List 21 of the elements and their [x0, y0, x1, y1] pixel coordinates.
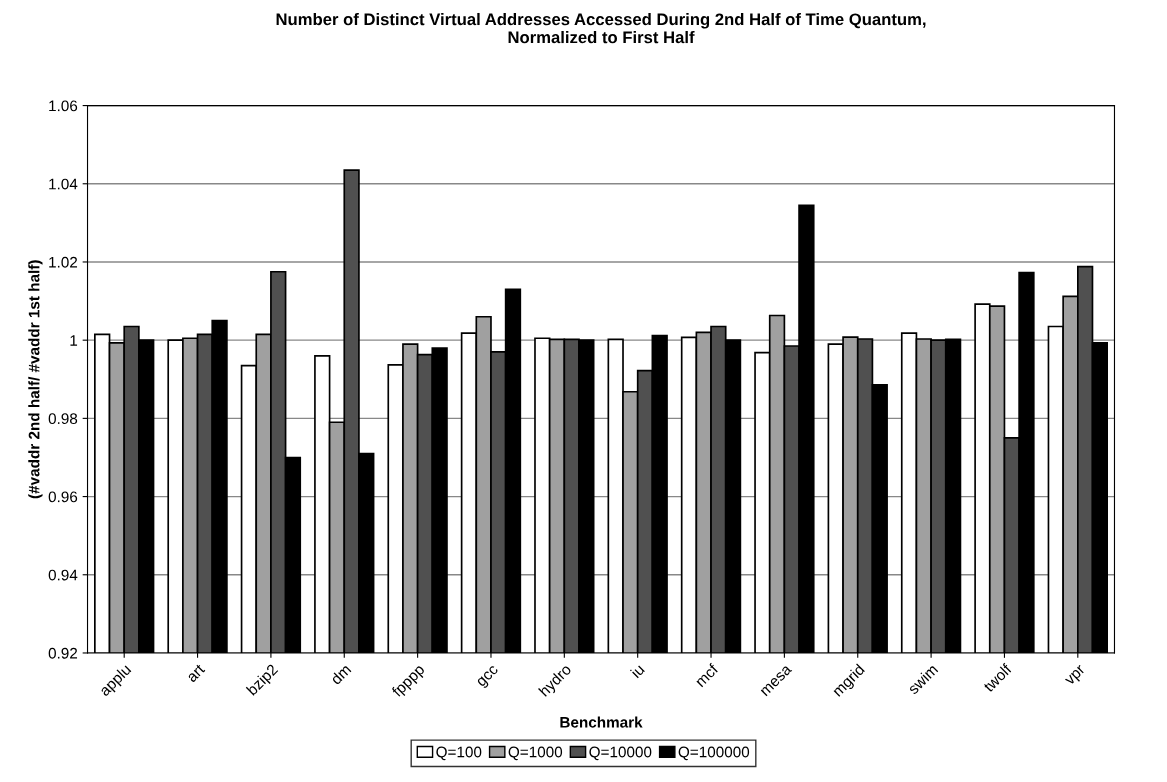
legend-label: Q=100000	[678, 746, 750, 761]
y-tick-label: 1.02	[49, 256, 78, 268]
x-tick-label: iu	[630, 663, 645, 679]
y-tick-label: 1.04	[49, 178, 78, 190]
x-tick-label: art	[186, 663, 206, 683]
x-tick-label: gcc	[476, 664, 501, 690]
chart-title: Number of Distinct Virtual Addresses Accessed During 2nd Half of Time Quantum, Normalized to First Half	[276, 12, 926, 44]
x-tick-label: mcf	[694, 662, 719, 688]
y-axis-title: (#vaddr 2nd half/ #vaddr 1st half)	[28, 260, 43, 499]
y-tick-label: 0.96	[48, 491, 78, 503]
y-tick-label: 1.06	[49, 100, 78, 112]
x-axis-title: Benchmark	[560, 716, 643, 728]
y-tick-label: 1	[70, 335, 78, 346]
legend-label: Q=100	[436, 746, 482, 761]
y-tick-label: 0.92	[48, 647, 78, 659]
x-tick-label: dm	[329, 663, 352, 686]
y-tick-label: 0.98	[48, 413, 78, 425]
legend-label: Q=1000	[508, 746, 563, 761]
x-tick-label: vpr	[1064, 664, 1088, 688]
y-tick-label: 0.94	[48, 569, 78, 581]
legend-label: Q=10000	[589, 746, 652, 761]
